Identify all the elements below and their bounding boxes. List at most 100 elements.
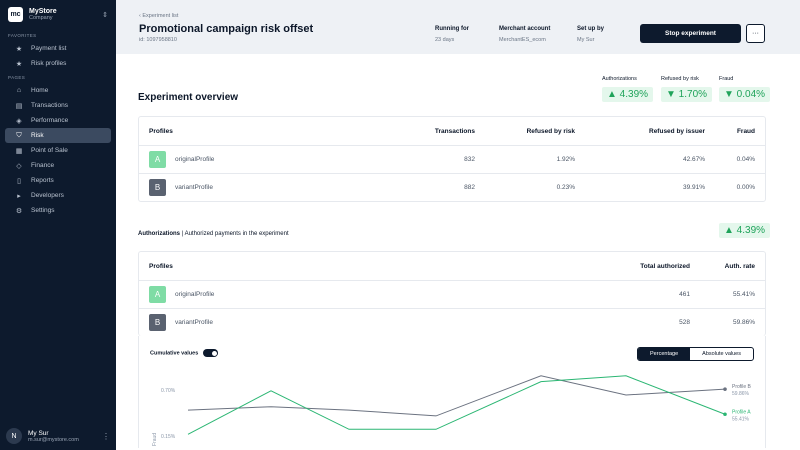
overview-table: Profiles Transactions Refused by risk Refus… (138, 116, 766, 202)
breadcrumb[interactable]: ‹ Experiment list (139, 13, 179, 19)
performance-icon: ◈ (16, 117, 22, 125)
sidebar-item-reports[interactable]: ▯ Reports (5, 173, 111, 188)
table-cell: 55.41% (732, 291, 755, 298)
breadcrumb-link[interactable]: Experiment list (142, 13, 179, 19)
store-subtitle: Company (29, 15, 53, 21)
more-options-button[interactable]: ··· (746, 24, 765, 43)
meta-running-for: Running for 23 days (435, 26, 469, 43)
store-name: MyStore (29, 8, 57, 15)
sidebar-item-label: Risk (31, 132, 44, 139)
series-name-label: Profile B (732, 384, 752, 390)
store-switcher[interactable]: mc MyStore Company ⇕ (0, 0, 116, 29)
chevron-updown-icon: ⇕ (102, 11, 108, 19)
star-icon: ★ (15, 45, 23, 53)
view-segmented-control[interactable]: Percentage Absolute values (637, 347, 754, 361)
store-logo: mc (8, 7, 23, 22)
sidebar-item-settings[interactable]: ⚙ Settings (5, 203, 111, 218)
sidebar-item-label: Point of Sale (31, 147, 68, 154)
line-chart: 0.15% 0.70% Fraud Profile B59.86% Profile A5… (152, 375, 752, 446)
sidebar-item-developers[interactable]: ▸ Developers (5, 188, 111, 203)
profile-name: originalProfile (175, 156, 215, 163)
sidebar-item-payment-list[interactable]: ★ Payment list (5, 41, 111, 56)
terminal-icon: ▸ (17, 192, 21, 200)
user-email: m.sur@mystore.com (28, 436, 79, 443)
meta-merchant-account: Merchant account MerchantES_ecom (499, 26, 551, 43)
series-value-label: 55.41% (732, 416, 750, 422)
profile-badge: B (149, 314, 166, 331)
table-cell: 528 (679, 319, 690, 326)
experiment-id: id: 1097958810 (139, 37, 177, 43)
reports-icon: ▯ (17, 177, 21, 185)
kpi-authorizations: Authorizations ▲ 4.39% (602, 76, 654, 102)
sidebar: mc MyStore Company ⇕ FAVORITES ★ Payment l… (0, 0, 116, 450)
table-cell: 832 (464, 156, 475, 163)
column-header[interactable]: Auth. rate (724, 262, 755, 270)
profile-name: originalProfile (175, 291, 215, 298)
column-header[interactable]: Refused by issuer (649, 127, 705, 135)
favorites-heading: FAVORITES (8, 33, 37, 38)
sidebar-item-label: Home (31, 87, 49, 94)
series-end-point (723, 387, 727, 391)
sidebar-item-home[interactable]: ⌂ Home (5, 83, 111, 98)
column-header[interactable]: Transactions (434, 127, 475, 135)
kpi-authorizations-section: ▲ 4.39% (719, 218, 771, 238)
table-header: Profiles Transactions Refused by risk Refus… (139, 117, 765, 145)
sidebar-item-transactions[interactable]: ▤ Transactions (5, 98, 111, 113)
column-header[interactable]: Total authorized (640, 262, 690, 270)
sidebar-item-label: Finance (31, 162, 55, 169)
sidebar-item-finance[interactable]: ◇ Finance (5, 158, 111, 173)
table-header: Profiles Total authorized Auth. rate (139, 252, 765, 280)
y-tick-label: 0.15% (161, 434, 176, 440)
stop-experiment-button[interactable]: Stop experiment (640, 24, 741, 43)
page-header: ‹ Experiment list Promotional campaign r… (116, 0, 800, 54)
sidebar-item-point-of-sale[interactable]: ▦ Point of Sale (5, 143, 111, 158)
table-cell: 461 (679, 291, 690, 298)
store-icon: ▦ (15, 147, 23, 155)
kpi-refused-by-risk: Refused by risk ▼ 1.70% (661, 76, 713, 102)
gear-icon: ⚙ (15, 207, 23, 215)
authorizations-heading: Authorizations | Authorized payments in … (138, 231, 289, 237)
sidebar-item-label: Transactions (31, 102, 68, 109)
table-cell: 0.04% (736, 156, 755, 163)
absolute-values-option[interactable]: Absolute values (702, 351, 741, 357)
sidebar-item-label: Risk profiles (31, 60, 67, 67)
sidebar-item-label: Settings (31, 207, 55, 214)
series-line-profile-b (187, 375, 726, 417)
series-end-point (723, 412, 727, 417)
y-axis-label: Fraud (152, 433, 158, 446)
overview-title: Experiment overview (138, 92, 239, 103)
y-tick-label: 0.70% (161, 388, 176, 394)
table-cell: 59.86% (732, 319, 755, 326)
column-header[interactable]: Fraud (736, 127, 755, 135)
toggle-switch[interactable] (203, 349, 219, 357)
pages-heading: PAGES (8, 75, 26, 80)
sidebar-item-label: Developers (31, 192, 64, 199)
sidebar-item-risk[interactable]: ⛉ Risk (5, 128, 111, 143)
column-header[interactable]: Refused by risk (526, 127, 575, 135)
kebab-menu-icon[interactable]: ⋮ (102, 431, 110, 441)
home-icon: ⌂ (16, 87, 22, 94)
avatar: N (6, 428, 22, 444)
series-line-profile-a (187, 375, 726, 435)
sidebar-item-label: Performance (31, 117, 69, 124)
page-title: Promotional campaign risk offset (139, 23, 314, 35)
finance-icon: ◇ (16, 162, 22, 170)
user-menu[interactable]: N My Sur m.sur@mystore.com ⋮ (6, 428, 110, 444)
transactions-icon: ▤ (15, 102, 23, 110)
table-cell: 0.23% (556, 184, 575, 191)
main-content: Experiment overview Authorizations ▲ 4.39… (116, 54, 800, 450)
cumulative-toggle[interactable]: Cumulative values (150, 349, 219, 357)
profile-name: variantProfile (175, 319, 213, 326)
sidebar-item-risk-profiles[interactable]: ★ Risk profiles (5, 56, 111, 71)
star-icon: ★ (15, 60, 23, 68)
series-value-label: 59.86% (732, 391, 750, 397)
percentage-option[interactable]: Percentage (638, 348, 691, 360)
table-cell: 39.91% (682, 184, 705, 191)
sidebar-item-performance[interactable]: ◈ Performance (5, 113, 111, 128)
shield-icon: ⛉ (16, 131, 22, 139)
